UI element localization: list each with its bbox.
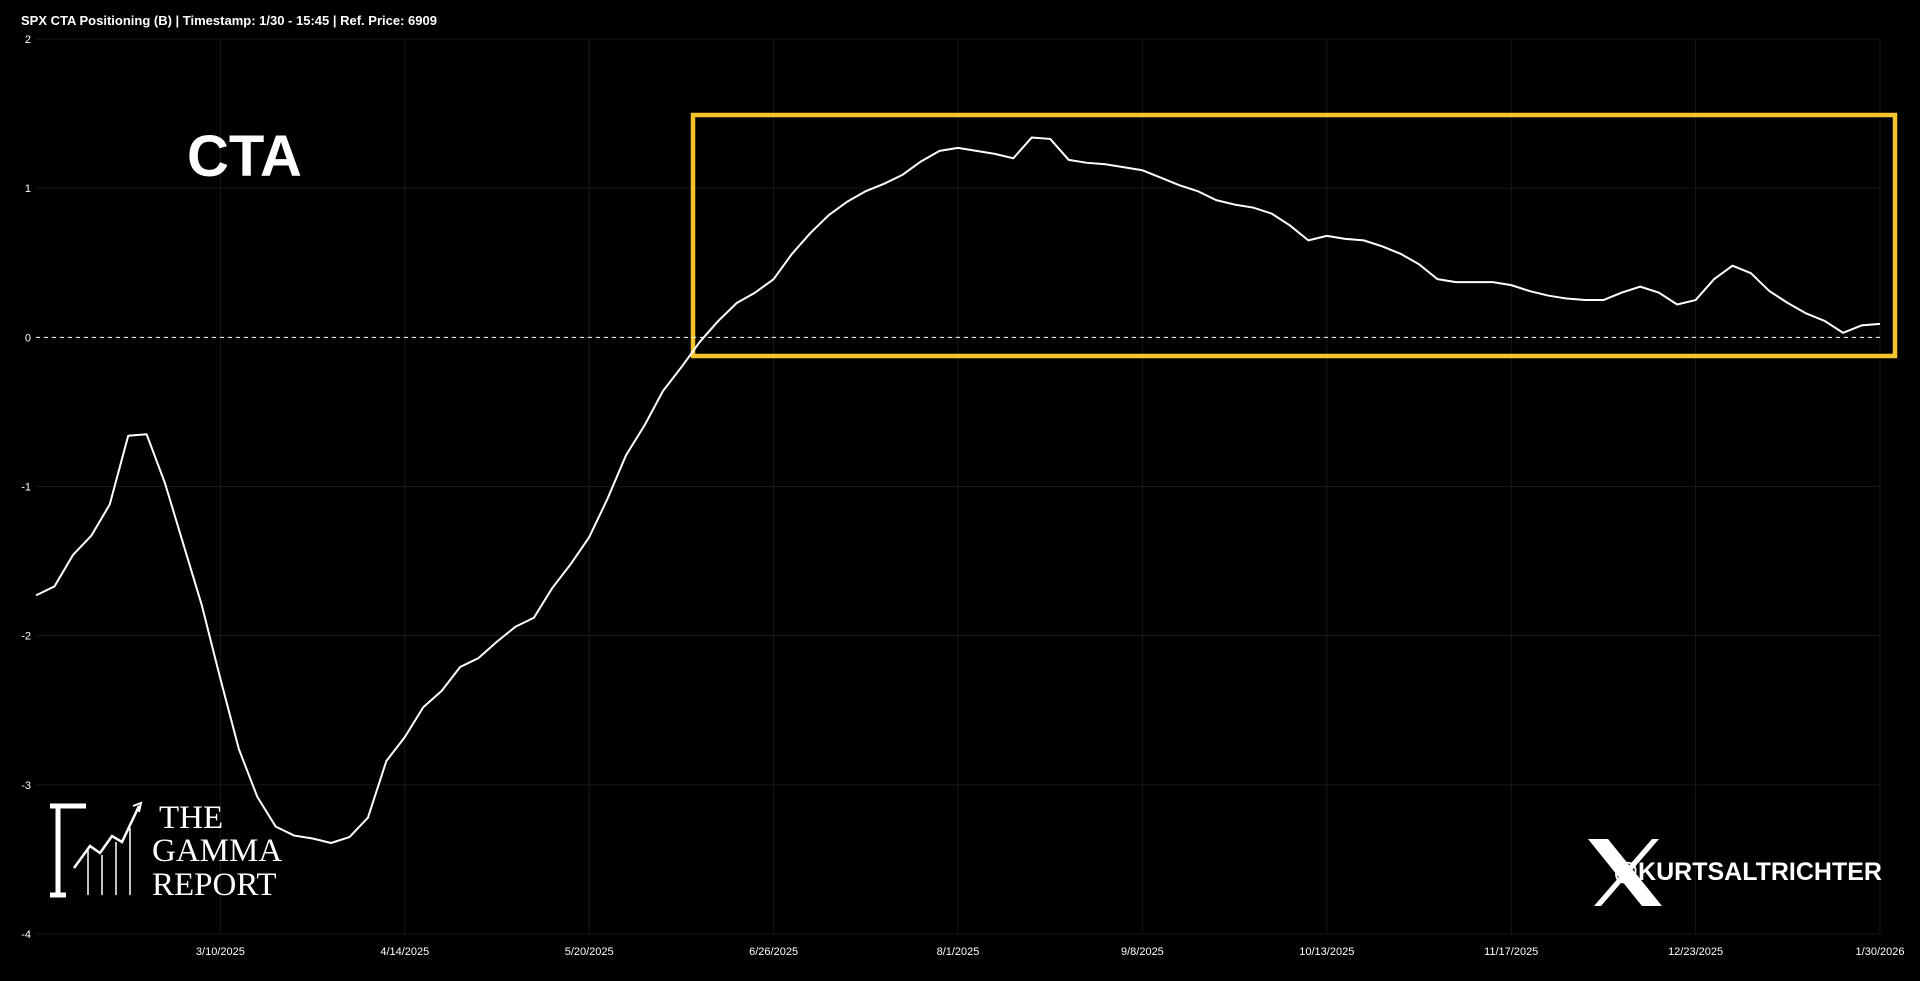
y-tick-label: 2 [25,34,31,46]
chart-title: SPX CTA Positioning (B) | Timestamp: 1/3… [21,13,437,28]
x-logo [1588,839,1662,906]
logo-arrow [72,805,141,869]
watermark-line: GAMMA [152,833,282,869]
logo-bars [87,828,131,895]
logo [50,801,143,898]
y-tick-label: -4 [21,929,31,941]
x-tick-label: 5/20/2025 [565,946,614,958]
y-tick-label: -1 [21,482,31,494]
x-tick-label: 4/14/2025 [380,946,429,958]
x-logo-stroke [1594,839,1659,906]
logo-mark [50,803,86,898]
y-tick-label: -2 [21,631,31,643]
x-tick-label: 3/10/2025 [196,946,245,958]
logo-arrowhead [132,801,143,813]
y-tick-label: -3 [21,780,31,792]
line-series [35,136,1881,845]
y-tick-label: 0 [25,332,31,344]
watermark-line: THE [159,800,223,836]
handle: @KURTSALTRICHTER [1614,858,1882,886]
x-tick-label: 1/30/2026 [1856,946,1905,958]
x-tick-label: 11/17/2025 [1484,946,1538,958]
x-tick-label: 12/23/2025 [1668,946,1723,958]
x-tick-label: 10/13/2025 [1299,946,1354,958]
y-tick-label: 1 [25,183,31,195]
x-tick-label: 8/1/2025 [937,946,980,958]
x-tick-label: 9/8/2025 [1121,946,1164,958]
chart-label: CTA [187,124,302,189]
watermark-line: REPORT [152,867,277,903]
x-tick-label: 6/26/2025 [749,946,798,958]
highlight-box [690,112,1898,359]
grid [36,38,1881,935]
